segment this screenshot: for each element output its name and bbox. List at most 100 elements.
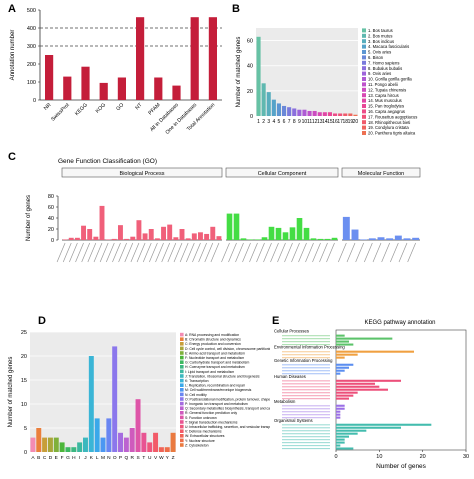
legend-swatch xyxy=(180,424,184,429)
go-classification-chart: C Gene Function Classification (GO) 0 20 40 6… xyxy=(8,151,421,263)
group-label: Organismal Systems xyxy=(274,418,313,423)
bar xyxy=(266,92,271,116)
legend-swatch xyxy=(362,82,366,87)
bar xyxy=(268,226,275,240)
legend-swatch xyxy=(362,120,366,125)
legend-entry: A: RNA processing and modification xyxy=(185,333,239,337)
legend-swatch xyxy=(362,77,366,81)
legend-swatch xyxy=(180,351,184,355)
row-label xyxy=(282,373,330,375)
x-tick-label xyxy=(291,242,300,263)
x-tick-label xyxy=(130,242,140,263)
panel-label: E xyxy=(272,315,279,327)
row-label xyxy=(282,414,330,416)
bar xyxy=(118,225,123,240)
legend-swatch xyxy=(180,443,184,447)
x-tick-label xyxy=(228,242,237,263)
x-tick-label: 10 xyxy=(302,119,308,125)
legend-swatch xyxy=(180,429,184,433)
x-tick-label: 10 xyxy=(376,454,382,460)
row-label xyxy=(282,436,330,438)
kegg-pathway-chart: E KEGG pathway annotation 0 10 20 30 Number of… xyxy=(272,315,469,470)
bar xyxy=(336,334,345,337)
x-tick-label: Y xyxy=(166,455,170,461)
bar xyxy=(336,435,349,438)
y-tick-label: 25 xyxy=(21,330,27,336)
x-tick-label: SwissProt xyxy=(50,102,71,123)
legend-entry: Y: Nuclear structure xyxy=(185,439,215,443)
bar xyxy=(118,432,124,452)
bar xyxy=(100,437,106,452)
panel-label: C xyxy=(8,151,16,163)
x-tick-label: L xyxy=(96,455,99,461)
x-tick-label xyxy=(346,242,356,263)
legend-swatch xyxy=(362,66,366,71)
x-tick-label xyxy=(112,242,121,263)
x-tick-label xyxy=(270,242,279,263)
y-tick-label: 200 xyxy=(27,62,36,68)
x-tick-label: U xyxy=(148,455,152,461)
x-tick-label xyxy=(161,242,171,263)
y-tick-label: 0 xyxy=(51,238,54,244)
x-tick-label: NT xyxy=(134,102,144,112)
bar xyxy=(327,112,332,116)
legend-swatch xyxy=(180,397,184,401)
legend-entry: 12. Tupaia chinensis xyxy=(368,87,406,92)
bar xyxy=(261,83,266,116)
x-tick-label: T xyxy=(142,455,145,461)
bar xyxy=(282,105,287,116)
x-tick-label xyxy=(355,242,364,263)
bar xyxy=(111,238,117,240)
bar xyxy=(336,363,354,366)
bar xyxy=(336,416,341,419)
row-label xyxy=(282,442,330,444)
group-label: Environmental Information Processing xyxy=(274,345,345,350)
bar xyxy=(148,229,154,240)
x-tick-label xyxy=(62,242,72,263)
row-label xyxy=(282,408,330,410)
bar xyxy=(63,76,72,100)
y-tick-label: 0 xyxy=(250,114,253,120)
bar xyxy=(216,236,222,240)
row-label xyxy=(282,344,330,346)
x-tick-label: V xyxy=(154,455,158,461)
bar xyxy=(36,428,42,452)
bar xyxy=(233,213,240,240)
row-label xyxy=(282,411,330,413)
bar xyxy=(158,447,164,452)
bar xyxy=(147,442,153,452)
x-tick-label: 12 xyxy=(312,119,318,125)
legend-swatch xyxy=(180,434,184,438)
x-tick-label: 20 xyxy=(420,454,426,460)
bar xyxy=(45,55,54,100)
x-tick-label xyxy=(235,242,244,263)
x-tick-label xyxy=(305,242,314,263)
bar xyxy=(88,356,94,452)
y-tick-label: 0 xyxy=(24,450,27,456)
panel-b: B 0 20 40 60 Number of matched genes 1 2 3 4 5 6 7 8 9… xyxy=(230,0,474,150)
bar xyxy=(336,444,341,447)
legend-entry: 11. Pongo abelii xyxy=(368,82,398,87)
bar xyxy=(336,404,345,407)
bar xyxy=(136,220,142,240)
y-axis-label: Number of matched genes xyxy=(236,37,242,108)
facet-header xyxy=(341,167,421,178)
legend-swatch xyxy=(362,93,366,98)
panel-c: C Gene Function Classification (GO) 0 20 40 6… xyxy=(0,150,474,310)
x-tick-label xyxy=(167,242,177,263)
legend-swatch xyxy=(362,60,366,65)
legend-swatch xyxy=(362,104,366,108)
bar xyxy=(74,237,80,240)
row-label xyxy=(282,445,330,447)
bar xyxy=(336,394,354,397)
legend-swatch xyxy=(180,388,184,392)
row-label xyxy=(282,364,330,366)
legend-swatch xyxy=(362,50,366,54)
legend-entry: N: Cell motility xyxy=(185,393,207,397)
bar xyxy=(62,239,68,240)
x-tick-label: 2 xyxy=(262,119,265,125)
bar xyxy=(338,113,343,116)
y-tick-label: 60 xyxy=(247,39,253,45)
bar xyxy=(179,229,185,240)
bar xyxy=(30,437,36,452)
